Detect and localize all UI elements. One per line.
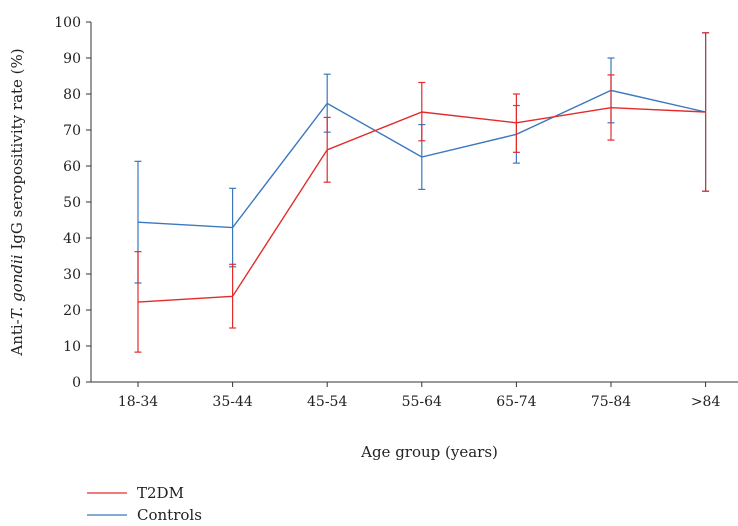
y-tick-label: 0 [72, 375, 81, 391]
legend-label-t2dm: T2DM [137, 484, 184, 502]
y-tick-label: 50 [63, 195, 81, 211]
x-tick-label: 18-34 [118, 394, 158, 410]
legend-label-controls: Controls [137, 506, 202, 524]
x-tick-label: 55-64 [402, 394, 442, 410]
y-tick-label: 100 [54, 15, 81, 31]
legend-entry-t2dm: T2DM [87, 484, 184, 502]
x-tick-label: 45-54 [307, 394, 347, 410]
y-tick-label: 90 [63, 51, 81, 67]
axes [90, 22, 738, 383]
y-axis-title: Anti-T. gondii IgG seropositivity rate (… [8, 48, 26, 356]
x-axis-title: Age group (years) [360, 443, 498, 461]
y-tick-label: 80 [63, 87, 81, 103]
x-tick-label: 75-84 [591, 394, 631, 410]
y-axis-title-suffix: IgG seropositivity rate (%) [8, 48, 26, 254]
y-tick-label: 30 [63, 267, 81, 283]
y-ticks: 0 10 20 30 40 50 60 70 80 90 100 [54, 15, 91, 391]
series-t2dm [134, 32, 710, 353]
legend: T2DM Controls [87, 484, 202, 524]
y-axis-title-italic: T. gondii [8, 254, 26, 319]
legend-entry-controls: Controls [87, 506, 202, 524]
series-line-t2dm [137, 106, 706, 303]
y-tick-label: 70 [63, 123, 81, 139]
x-tick-label: >84 [691, 394, 721, 410]
x-tick-label: 35-44 [212, 394, 252, 410]
series-controls [134, 32, 710, 284]
y-tick-label: 10 [63, 339, 81, 355]
x-tick-label: 65-74 [496, 394, 536, 410]
series-layer [134, 32, 710, 353]
y-axis-title-prefix: Anti- [8, 319, 26, 356]
y-tick-label: 20 [63, 303, 81, 319]
y-tick-label: 60 [63, 159, 81, 175]
y-tick-label: 40 [63, 231, 81, 247]
x-ticks: 18-34 35-44 45-54 55-64 65-74 75-84 >84 [118, 382, 721, 410]
